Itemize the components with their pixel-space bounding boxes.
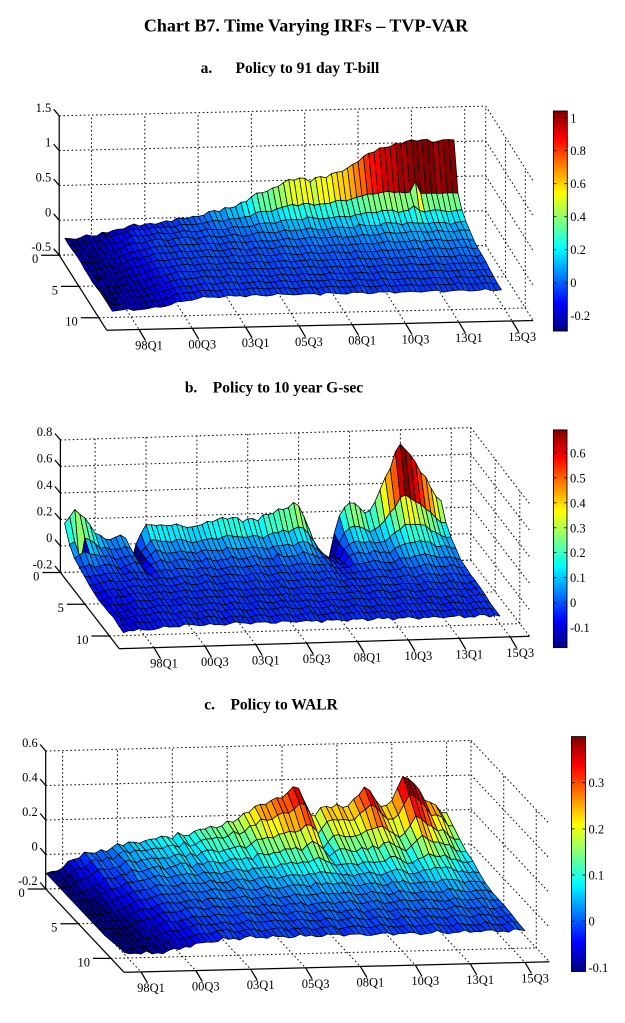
svg-text:0: 0 xyxy=(570,596,576,610)
svg-text:03Q1: 03Q1 xyxy=(242,336,270,350)
svg-text:00Q3: 00Q3 xyxy=(188,337,216,351)
svg-text:b. Policy to 10 year G-sec: b. Policy to 10 year G-sec xyxy=(185,380,363,397)
svg-text:0.4: 0.4 xyxy=(37,478,53,492)
svg-text:0.2: 0.2 xyxy=(22,805,38,819)
svg-text:1: 1 xyxy=(570,111,576,125)
svg-text:15Q3: 15Q3 xyxy=(506,646,534,660)
svg-text:-0.2: -0.2 xyxy=(18,874,38,888)
svg-text:5: 5 xyxy=(51,921,57,935)
svg-text:0.1: 0.1 xyxy=(589,869,605,883)
svg-text:0: 0 xyxy=(33,570,39,584)
svg-text:5: 5 xyxy=(52,283,58,297)
svg-text:0.8: 0.8 xyxy=(37,425,53,439)
svg-text:c. Policy to WALR: c. Policy to WALR xyxy=(204,697,338,714)
svg-text:0: 0 xyxy=(18,886,24,900)
svg-text:98Q1: 98Q1 xyxy=(135,339,163,353)
svg-text:05Q3: 05Q3 xyxy=(295,335,323,349)
svg-text:1: 1 xyxy=(45,136,51,150)
svg-text:0.4: 0.4 xyxy=(570,496,586,510)
svg-text:15Q3: 15Q3 xyxy=(508,330,536,344)
svg-text:05Q3: 05Q3 xyxy=(303,652,331,666)
svg-text:0.2: 0.2 xyxy=(589,822,605,836)
svg-text:10: 10 xyxy=(76,633,89,647)
svg-text:0: 0 xyxy=(45,205,51,219)
svg-text:-0.2: -0.2 xyxy=(33,558,53,572)
svg-text:10Q3: 10Q3 xyxy=(405,649,433,663)
svg-text:0.5: 0.5 xyxy=(570,471,586,485)
svg-text:0.6: 0.6 xyxy=(570,177,586,191)
svg-text:0.3: 0.3 xyxy=(570,521,586,535)
svg-text:0.2: 0.2 xyxy=(570,243,586,257)
svg-text:10: 10 xyxy=(65,315,78,329)
svg-text:5: 5 xyxy=(58,601,64,615)
svg-text:10Q3: 10Q3 xyxy=(402,332,430,346)
svg-text:13Q1: 13Q1 xyxy=(466,973,494,987)
svg-text:13Q1: 13Q1 xyxy=(455,331,483,345)
svg-text:Chart B7. Time Varying IRFs –: Chart B7. Time Varying IRFs – TVP-VAR xyxy=(144,16,469,36)
svg-text:0: 0 xyxy=(46,531,52,545)
svg-text:10Q3: 10Q3 xyxy=(411,974,439,988)
svg-text:0.2: 0.2 xyxy=(37,505,53,519)
svg-text:0.4: 0.4 xyxy=(22,771,38,785)
svg-text:05Q3: 05Q3 xyxy=(302,977,330,991)
svg-text:13Q1: 13Q1 xyxy=(455,647,483,661)
svg-text:98Q1: 98Q1 xyxy=(137,981,165,995)
svg-text:0: 0 xyxy=(570,276,576,290)
svg-text:03Q1: 03Q1 xyxy=(247,978,275,992)
svg-text:0.1: 0.1 xyxy=(570,571,586,585)
svg-text:-0.1: -0.1 xyxy=(589,961,609,975)
svg-text:-0.2: -0.2 xyxy=(570,309,590,323)
svg-text:0.3: 0.3 xyxy=(589,776,605,790)
svg-text:1.5: 1.5 xyxy=(36,101,52,115)
svg-text:00Q3: 00Q3 xyxy=(201,655,229,669)
svg-text:0.6: 0.6 xyxy=(22,736,38,750)
svg-text:15Q3: 15Q3 xyxy=(521,971,549,985)
svg-text:0.4: 0.4 xyxy=(570,210,586,224)
svg-text:0: 0 xyxy=(31,840,37,854)
svg-text:00Q3: 00Q3 xyxy=(192,980,220,994)
svg-text:-0.5: -0.5 xyxy=(31,240,51,254)
svg-text:08Q1: 08Q1 xyxy=(348,334,376,348)
svg-text:0.8: 0.8 xyxy=(570,144,586,158)
svg-text:0: 0 xyxy=(32,252,38,266)
svg-text:98Q1: 98Q1 xyxy=(150,657,178,671)
svg-text:-0.1: -0.1 xyxy=(570,621,590,635)
svg-text:08Q1: 08Q1 xyxy=(354,651,382,665)
svg-text:08Q1: 08Q1 xyxy=(357,976,385,990)
svg-text:0.6: 0.6 xyxy=(37,452,53,466)
svg-text:0.5: 0.5 xyxy=(36,171,52,185)
svg-text:03Q1: 03Q1 xyxy=(252,654,280,668)
svg-text:0.6: 0.6 xyxy=(570,446,586,460)
svg-text:0: 0 xyxy=(589,915,595,929)
svg-text:0.2: 0.2 xyxy=(570,546,586,560)
svg-text:10: 10 xyxy=(78,955,91,969)
svg-text:a. Policy to 91 day T-bil: a. Policy to 91 day T-bill xyxy=(201,60,380,77)
